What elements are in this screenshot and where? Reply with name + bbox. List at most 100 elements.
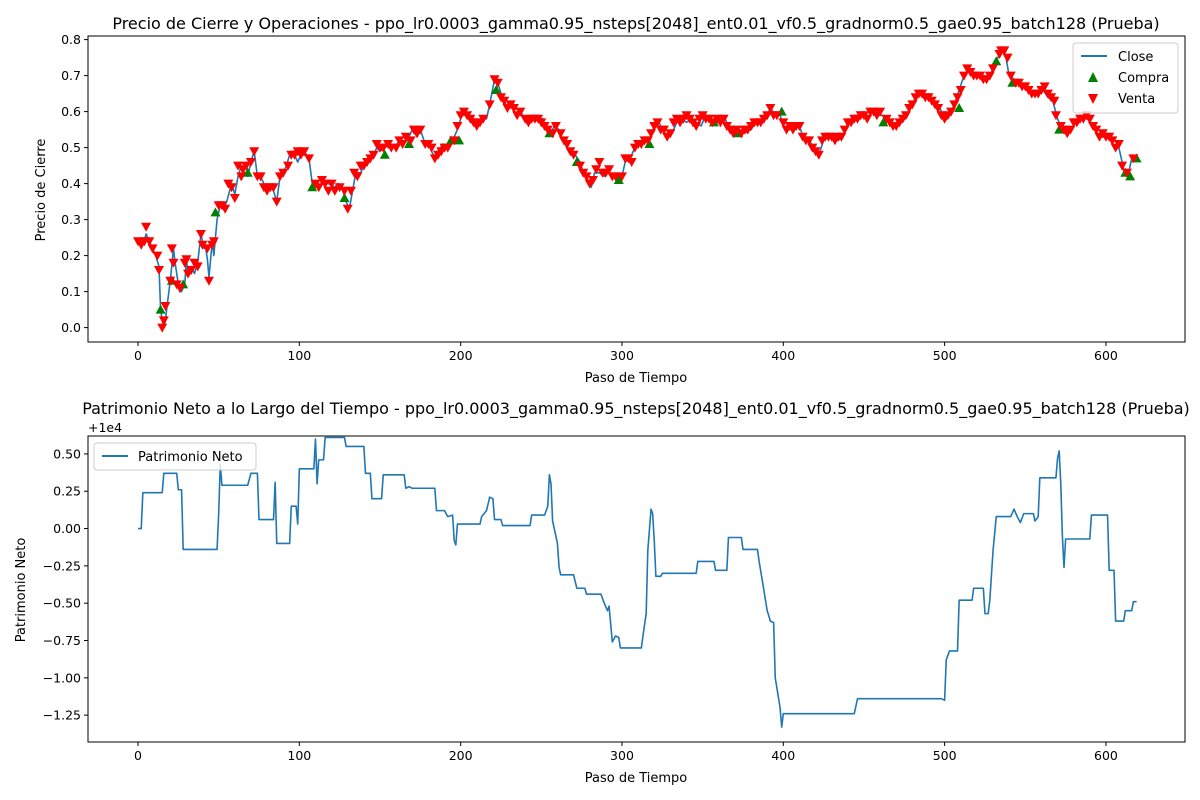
compra-marker <box>1054 124 1065 134</box>
venta-marker <box>400 132 411 142</box>
net-worth-x-tick-label: 600 <box>1094 748 1118 763</box>
venta-marker <box>304 154 315 164</box>
venta-marker <box>907 100 918 110</box>
net-worth-x-axis-label: Paso de Tiempo <box>585 771 688 786</box>
venta-marker <box>731 125 742 135</box>
venta-marker <box>442 143 453 153</box>
venta-marker <box>581 172 592 182</box>
venta-marker <box>771 111 782 121</box>
net-worth-legend-box <box>93 442 257 471</box>
net-worth-y-axis-label: Patrimonio Neto <box>14 538 29 643</box>
net-worth-line-patrimonio-neto <box>138 436 1137 728</box>
venta-marker <box>147 244 158 254</box>
net-worth-y-tick-label: 0.00 <box>53 521 81 536</box>
venta-marker <box>1002 53 1013 63</box>
venta-marker <box>999 46 1010 56</box>
venta-marker <box>174 284 185 293</box>
venta-marker <box>984 71 995 81</box>
net-worth-x-ticks: 0 100 200 300 400 500 600 <box>134 742 1118 763</box>
venta-marker <box>1091 125 1102 135</box>
price-y-tick-label: 0.2 <box>61 248 81 263</box>
venta-marker <box>268 183 279 193</box>
venta-marker <box>152 251 163 261</box>
compra-marker <box>454 135 465 145</box>
venta-marker <box>342 204 353 214</box>
venta-marker <box>1065 125 1076 135</box>
venta-marker <box>478 114 489 124</box>
net-worth-y-ticks: −1.25 −1.00 −0.75 −0.50 −0.25 0.00 0.25 0.50 <box>43 446 88 723</box>
venta-marker <box>875 107 886 117</box>
compra-marker <box>1125 171 1136 181</box>
venta-marker <box>326 179 337 189</box>
venta-marker <box>313 183 324 193</box>
venta-marker <box>836 132 847 142</box>
venta-marker <box>320 179 331 189</box>
legend-close-label: Close <box>1118 50 1153 65</box>
venta-marker <box>1084 114 1095 124</box>
price-plot-area <box>133 46 1142 333</box>
legend-compra-swatch <box>1088 72 1098 82</box>
net-worth-chart: Patrimonio Neto a lo Largo del Tiempo - … <box>14 399 1190 786</box>
net-worth-chart-frame <box>87 435 1186 743</box>
venta-marker <box>499 96 510 106</box>
venta-marker <box>397 140 408 149</box>
venta-marker <box>707 118 718 128</box>
venta-marker <box>547 129 558 139</box>
legend-net-worth-label: Patrimonio Neto <box>138 450 243 465</box>
venta-marker <box>575 161 586 171</box>
venta-marker <box>391 143 402 153</box>
venta-marker <box>334 183 345 193</box>
venta-marker <box>329 186 340 196</box>
venta-marker <box>594 158 605 167</box>
price-x-tick-label: 100 <box>287 348 311 363</box>
venta-marker <box>245 158 256 167</box>
venta-marker <box>144 237 155 247</box>
venta-marker <box>345 186 356 196</box>
venta-marker <box>208 237 219 247</box>
price-x-tick-label: 600 <box>1094 348 1118 363</box>
compra-marker <box>613 175 624 184</box>
price-legend-box <box>1072 42 1179 114</box>
venta-marker <box>484 100 495 110</box>
net-worth-x-tick-label: 300 <box>610 748 634 763</box>
venta-marker <box>192 262 203 272</box>
compra-marker <box>991 56 1002 66</box>
venta-marker <box>426 143 437 153</box>
venta-marker <box>202 244 213 254</box>
venta-marker <box>568 150 579 160</box>
venta-marker <box>1117 161 1128 171</box>
venta-marker <box>691 122 702 131</box>
venta-marker <box>946 107 957 117</box>
venta-marker <box>804 136 815 146</box>
venta-marker <box>492 78 503 88</box>
legend-venta-swatch <box>1088 94 1098 104</box>
net-worth-x-tick-label: 0 <box>134 748 142 763</box>
net-worth-offset-text: +1e4 <box>88 420 122 435</box>
compra-marker <box>307 182 318 192</box>
net-worth-x-tick-label: 500 <box>933 748 957 763</box>
venta-marker <box>449 136 460 146</box>
venta-marker <box>952 93 963 103</box>
compra-marker <box>404 139 415 148</box>
venta-marker <box>160 302 171 311</box>
venta-marker <box>955 86 966 95</box>
venta-marker <box>195 230 206 239</box>
net-worth-plot-area <box>138 436 1137 728</box>
legend-compra-label: Compra <box>1118 71 1169 86</box>
venta-marker <box>562 140 573 149</box>
price-y-ticks: 0.0 0.1 0.2 0.3 0.4 0.5 0.6 0.7 0.8 <box>61 32 88 335</box>
legend-venta-label: Venta <box>1118 92 1155 107</box>
venta-marker <box>233 161 244 171</box>
price-x-tick-label: 300 <box>610 348 634 363</box>
venta-marker <box>550 122 561 131</box>
venta-marker <box>368 150 379 160</box>
venta-marker <box>610 172 621 182</box>
price-x-tick-label: 0 <box>134 348 142 363</box>
venta-marker <box>283 161 294 171</box>
venta-marker <box>988 64 999 74</box>
venta-marker <box>271 197 282 207</box>
venta-marker <box>153 266 164 275</box>
price-x-tick-label: 400 <box>771 348 795 363</box>
venta-marker <box>591 165 602 175</box>
venta-marker <box>1039 82 1050 92</box>
